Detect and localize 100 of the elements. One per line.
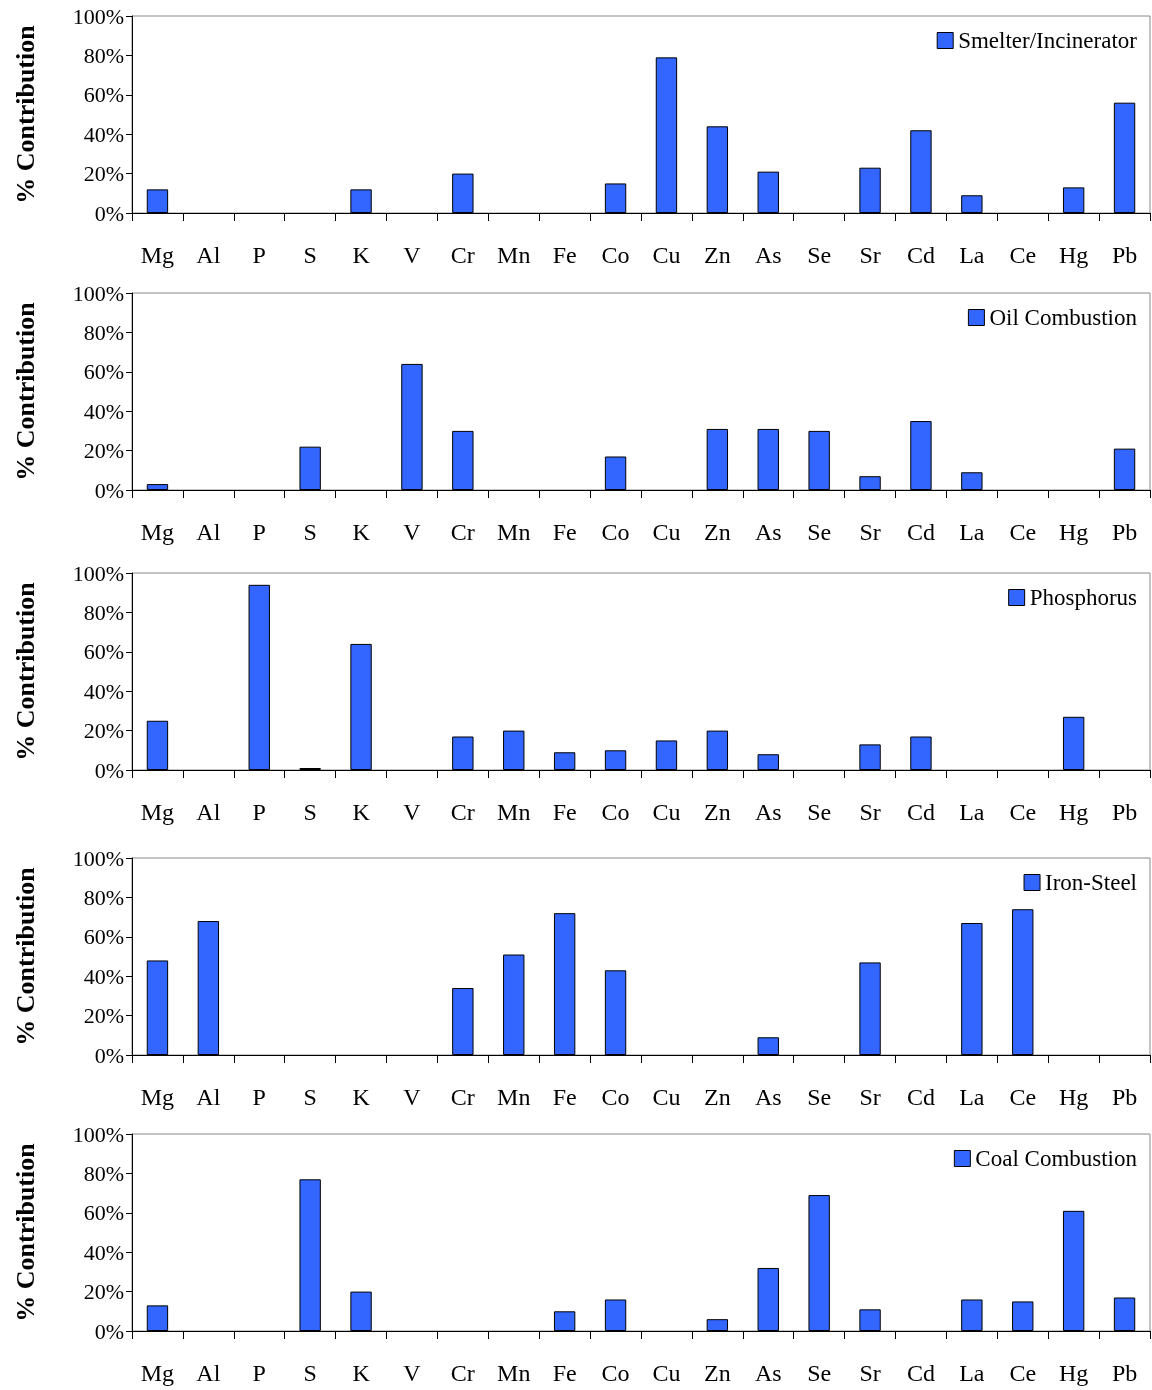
- x-tick-label: Zn: [704, 1084, 731, 1110]
- x-tick-label: Cu: [652, 242, 681, 268]
- x-tick-label: Fe: [552, 1360, 577, 1386]
- x-tick-label: Fe: [552, 242, 577, 268]
- x-tick-label: Cd: [906, 1084, 935, 1110]
- x-tick-label: Mn: [497, 799, 531, 825]
- x-tick-label: P: [252, 1360, 266, 1386]
- x-tick-label: Hg: [1058, 1084, 1089, 1110]
- y-axis-title: % Contribution: [10, 301, 40, 481]
- x-tick-label: Sr: [859, 519, 881, 545]
- y-tick-label: 40%: [83, 398, 124, 424]
- x-tick-label: K: [352, 799, 371, 825]
- x-tick-label: S: [303, 1084, 317, 1110]
- y-tick-label: 0%: [94, 477, 124, 503]
- legend-label: Iron-Steel: [1045, 870, 1137, 895]
- x-tick-label: Se: [807, 519, 832, 545]
- x-tick-label: Zn: [704, 799, 731, 825]
- x-tick-label: As: [754, 242, 782, 268]
- x-tick-label: Fe: [552, 799, 577, 825]
- x-tick-label: Cu: [652, 1360, 681, 1386]
- x-tick-label: S: [303, 1360, 317, 1386]
- x-tick-label: Al: [196, 1084, 221, 1110]
- y-tick-label: 100%: [72, 280, 124, 306]
- y-tick-label: 40%: [83, 678, 124, 704]
- x-tick-label: Sr: [859, 799, 881, 825]
- y-axis-title: % Contribution: [10, 581, 40, 761]
- y-axis-title: % Contribution: [10, 1142, 40, 1322]
- x-tick-label: Se: [807, 799, 832, 825]
- x-tick-label: Se: [807, 1084, 832, 1110]
- legend-label: Phosphorus: [1029, 585, 1138, 610]
- x-tick-label: V: [403, 799, 422, 825]
- x-tick-label: Pb: [1111, 242, 1138, 268]
- x-tick-label: S: [303, 799, 317, 825]
- x-tick-label: La: [959, 242, 985, 268]
- x-tick-label: Mg: [140, 519, 175, 545]
- y-tick-label: 100%: [72, 1121, 124, 1147]
- x-tick-label: Cd: [906, 1360, 935, 1386]
- x-tick-label: K: [352, 1084, 371, 1110]
- x-tick-label: Pb: [1111, 799, 1138, 825]
- x-tick-label: V: [403, 519, 422, 545]
- x-tick-label: Hg: [1058, 1360, 1089, 1386]
- x-tick-label: K: [352, 519, 371, 545]
- x-tick-label: Se: [807, 242, 832, 268]
- y-tick-label: 20%: [83, 718, 124, 744]
- y-tick-label: 20%: [83, 1003, 124, 1029]
- x-tick-label: Cd: [906, 519, 935, 545]
- x-tick-label: P: [252, 519, 266, 545]
- x-tick-label: Cr: [450, 799, 475, 825]
- x-tick-label: P: [252, 242, 266, 268]
- x-tick-label: Cr: [450, 1360, 475, 1386]
- x-tick-label: Zn: [704, 1360, 731, 1386]
- x-tick-label: Fe: [552, 1084, 577, 1110]
- y-tick-label: 20%: [83, 161, 124, 187]
- x-tick-label: Mn: [497, 242, 531, 268]
- x-tick-label: Mg: [140, 242, 175, 268]
- x-tick-label: Ce: [1009, 1084, 1037, 1110]
- x-tick-label: V: [403, 242, 422, 268]
- x-tick-label: Co: [601, 1084, 630, 1110]
- x-tick-label: Hg: [1058, 799, 1089, 825]
- x-tick-label: Al: [196, 799, 221, 825]
- x-tick-label: Co: [601, 242, 630, 268]
- y-tick-label: 0%: [94, 1318, 124, 1344]
- x-tick-label: As: [754, 799, 782, 825]
- x-tick-label: Hg: [1058, 519, 1089, 545]
- y-tick-label: 60%: [83, 924, 124, 950]
- y-tick-label: 100%: [72, 845, 124, 871]
- x-tick-label: Co: [601, 1360, 630, 1386]
- x-tick-label: Al: [196, 242, 221, 268]
- x-tick-label: K: [352, 1360, 371, 1386]
- x-tick-label: Pb: [1111, 1084, 1138, 1110]
- x-tick-label: As: [754, 1084, 782, 1110]
- x-tick-label: Mg: [140, 1360, 175, 1386]
- legend-label: Oil Combustion: [989, 305, 1138, 330]
- x-tick-label: Cd: [906, 799, 935, 825]
- x-tick-label: Sr: [859, 242, 881, 268]
- x-tick-label: Ce: [1009, 519, 1037, 545]
- y-tick-label: 100%: [72, 3, 124, 29]
- x-tick-label: Hg: [1058, 242, 1089, 268]
- x-tick-label: Cu: [652, 519, 681, 545]
- x-tick-label: Ce: [1009, 1360, 1037, 1386]
- x-tick-label: P: [252, 799, 266, 825]
- x-tick-label: Ce: [1009, 799, 1037, 825]
- x-tick-label: Cd: [906, 242, 935, 268]
- y-tick-label: 40%: [83, 1239, 124, 1265]
- y-tick-label: 100%: [72, 560, 124, 586]
- legend-label: Coal Combustion: [975, 1146, 1138, 1171]
- x-tick-label: Ce: [1009, 242, 1037, 268]
- y-axis-title: % Contribution: [10, 24, 40, 204]
- x-tick-label: Zn: [704, 242, 731, 268]
- y-tick-label: 60%: [83, 639, 124, 665]
- x-tick-label: Fe: [552, 519, 577, 545]
- y-tick-label: 20%: [83, 438, 124, 464]
- x-tick-label: La: [959, 1084, 985, 1110]
- y-tick-label: 60%: [83, 82, 124, 108]
- x-tick-label: Mn: [497, 519, 531, 545]
- x-tick-label: Co: [601, 799, 630, 825]
- y-tick-label: 60%: [83, 1200, 124, 1226]
- x-tick-label: As: [754, 1360, 782, 1386]
- x-tick-label: S: [303, 519, 317, 545]
- x-tick-label: V: [403, 1084, 422, 1110]
